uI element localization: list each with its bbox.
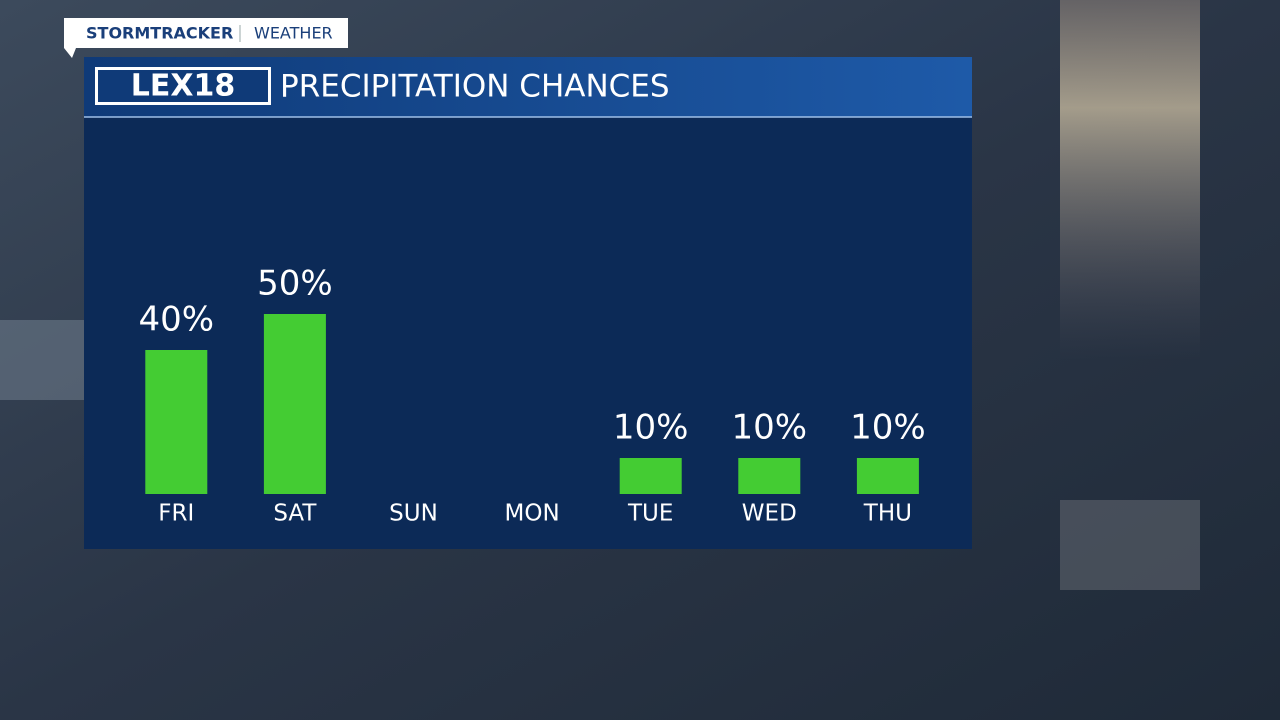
logo: LEX18: [131, 69, 236, 104]
value-label: 10%: [850, 408, 926, 448]
brand-tag: [64, 18, 348, 58]
x-tick-label: FRI: [158, 501, 194, 527]
value-label: 10%: [732, 408, 808, 448]
background-reflection: [0, 320, 84, 400]
x-tick-label: THU: [863, 501, 912, 527]
value-label: 10%: [613, 408, 689, 448]
value-label: 50%: [257, 264, 333, 304]
x-tick-label: SUN: [389, 501, 438, 527]
bar: [263, 314, 326, 494]
bar: [738, 458, 801, 494]
brand: STORMTRACKER: [86, 24, 233, 43]
panel: [84, 57, 972, 549]
section: WEATHER: [254, 24, 333, 43]
logo-inner: [98, 70, 268, 102]
x-tick-label: MON: [505, 501, 560, 527]
x-tick-label: SAT: [273, 501, 317, 527]
x-tick-label: TUE: [627, 501, 673, 527]
chart-title: PRECIPITATION CHANCES: [280, 69, 670, 105]
bar: [619, 458, 682, 494]
background-reflection: [1060, 500, 1200, 590]
value-label: 40%: [139, 300, 215, 340]
x-tick-label: WED: [742, 501, 797, 527]
background-light: [1060, 0, 1200, 360]
bar: [145, 350, 208, 494]
bar: [856, 458, 919, 494]
